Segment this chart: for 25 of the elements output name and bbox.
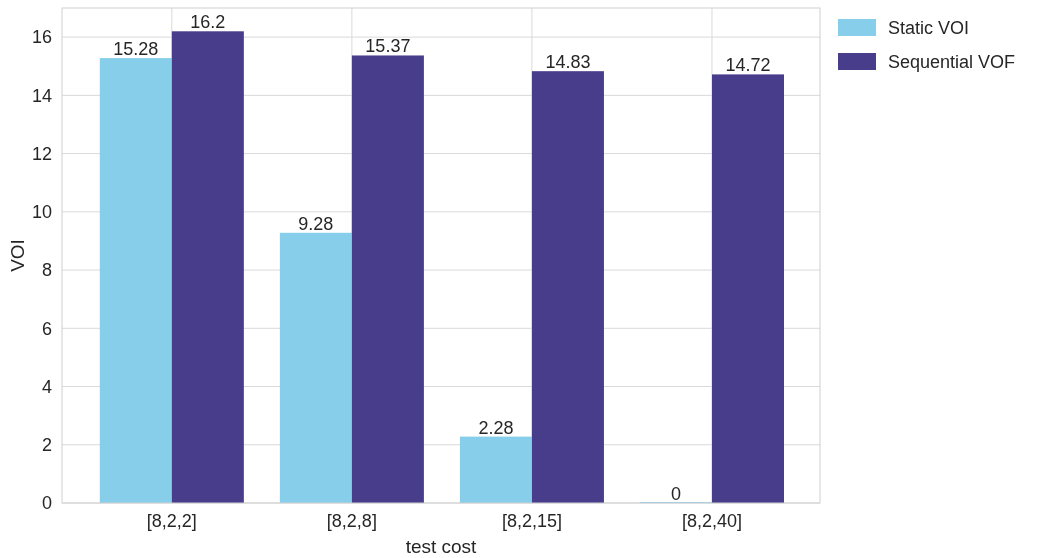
x-tick-label: [8,2,2] [146, 511, 197, 531]
x-tick-label: [8,2,8] [326, 511, 377, 531]
x-tick-label: [8,2,40] [681, 511, 742, 531]
data-label: 14.72 [725, 55, 771, 76]
legend-label: Static VOI [888, 18, 970, 39]
data-label: 0 [670, 484, 681, 504]
data-label: 15.28 [113, 39, 159, 60]
legend-label: Sequential VOF [888, 52, 1016, 73]
y-tick-label: 4 [41, 376, 52, 397]
x-tick-label: [8,2,15] [501, 511, 562, 531]
y-tick-label: 16 [31, 27, 52, 48]
y-tick-label: 10 [31, 202, 52, 223]
y-axis-title: VOI [7, 239, 28, 272]
y-tick-label: 12 [31, 143, 52, 164]
y-tick-label: 14 [31, 85, 52, 106]
data-label: 16.2 [190, 12, 226, 33]
y-tick-label: 0 [41, 493, 52, 514]
y-tick-label: 2 [41, 435, 52, 456]
data-label: 2.28 [478, 417, 514, 438]
data-label: 9.28 [298, 213, 334, 234]
data-label: 14.83 [545, 52, 591, 73]
y-tick-label: 8 [41, 260, 52, 281]
y-tick-label: 6 [41, 318, 52, 339]
x-axis-title: test cost [405, 536, 478, 557]
data-label: 15.37 [365, 36, 411, 57]
